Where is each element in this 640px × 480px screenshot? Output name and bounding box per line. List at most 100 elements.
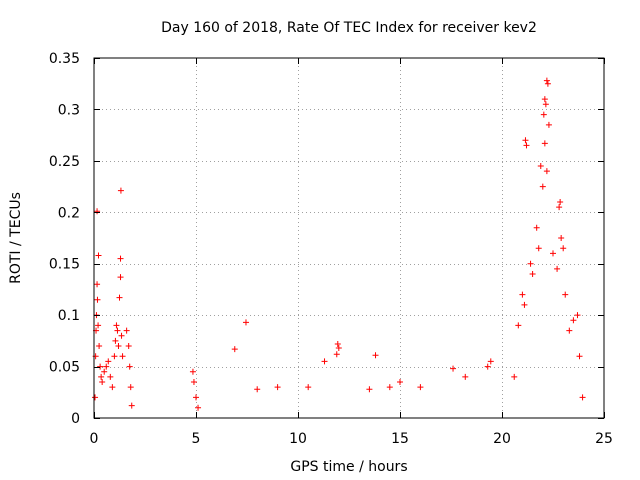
data-point bbox=[535, 245, 542, 252]
y-tick-label: 0.1 bbox=[58, 308, 80, 324]
data-point bbox=[543, 168, 550, 175]
data-point bbox=[103, 363, 110, 370]
data-point bbox=[95, 252, 102, 259]
data-point bbox=[562, 291, 569, 298]
data-point bbox=[557, 199, 564, 205]
data-point bbox=[533, 224, 540, 231]
data-point bbox=[117, 255, 124, 262]
data-point bbox=[542, 101, 549, 108]
data-point bbox=[190, 379, 197, 385]
data-point bbox=[537, 163, 544, 169]
data-point bbox=[540, 111, 547, 118]
data-point bbox=[550, 250, 556, 257]
data-point bbox=[119, 353, 126, 360]
y-tick-label: 0.35 bbox=[49, 51, 80, 67]
x-axis-label: GPS time / hours bbox=[290, 459, 407, 475]
data-point bbox=[334, 340, 341, 347]
data-point bbox=[527, 260, 534, 267]
data-point bbox=[118, 332, 125, 339]
data-point bbox=[579, 394, 586, 401]
data-point bbox=[539, 183, 546, 190]
y-tick-label: 0.3 bbox=[58, 102, 80, 118]
x-tick-label: 20 bbox=[493, 431, 511, 447]
data-point bbox=[511, 373, 518, 380]
data-point bbox=[487, 358, 494, 365]
data-point bbox=[570, 317, 577, 324]
y-tick-label: 0.25 bbox=[49, 154, 80, 170]
chart-title: Day 160 of 2018, Rate Of TEC Index for r… bbox=[161, 20, 537, 36]
data-point bbox=[98, 373, 105, 380]
data-point bbox=[417, 384, 424, 391]
data-point bbox=[107, 373, 114, 380]
data-point bbox=[242, 319, 249, 326]
x-tick-label: 5 bbox=[192, 431, 201, 447]
data-point bbox=[545, 121, 552, 128]
data-point bbox=[113, 322, 120, 329]
x-tick-labels: 0 5 10 15 20 25 bbox=[90, 431, 613, 447]
data-point bbox=[544, 80, 551, 87]
data-point bbox=[522, 137, 529, 144]
data-point bbox=[576, 353, 583, 360]
data-point bbox=[450, 365, 457, 372]
data-point bbox=[109, 384, 116, 391]
data-point bbox=[114, 327, 121, 334]
axis-ticks bbox=[94, 58, 605, 419]
data-point bbox=[126, 363, 133, 370]
data-point bbox=[519, 291, 526, 298]
data-point bbox=[333, 351, 340, 358]
data-point bbox=[254, 386, 261, 393]
x-tick-label: 10 bbox=[289, 431, 307, 447]
data-point bbox=[541, 140, 548, 147]
data-point bbox=[195, 404, 202, 411]
data-point bbox=[231, 346, 238, 353]
data-point bbox=[94, 296, 101, 303]
data-point bbox=[116, 294, 123, 301]
data-point bbox=[101, 368, 108, 375]
data-point bbox=[125, 343, 132, 349]
data-point bbox=[366, 386, 373, 393]
data-point bbox=[566, 327, 573, 334]
x-tick-label: 25 bbox=[595, 431, 613, 447]
data-point bbox=[541, 96, 548, 103]
data-point bbox=[193, 394, 199, 401]
data-point bbox=[305, 384, 312, 391]
data-point bbox=[94, 208, 101, 215]
y-tick-label: 0.05 bbox=[49, 360, 80, 376]
data-point bbox=[529, 271, 536, 277]
data-point bbox=[543, 77, 550, 84]
plot-frame bbox=[93, 57, 605, 419]
data-point bbox=[321, 358, 328, 365]
data-point bbox=[484, 363, 491, 370]
data-point bbox=[523, 142, 530, 149]
data-point bbox=[372, 352, 379, 359]
data-point bbox=[95, 322, 102, 329]
data-point bbox=[115, 343, 122, 349]
data-point bbox=[123, 327, 130, 334]
data-point bbox=[558, 235, 565, 241]
data-point bbox=[111, 353, 118, 360]
grid-layer bbox=[94, 58, 604, 418]
data-point bbox=[105, 358, 112, 365]
data-point bbox=[560, 245, 567, 252]
data-point bbox=[386, 384, 393, 391]
data-point bbox=[554, 265, 561, 272]
data-point bbox=[521, 301, 528, 308]
data-points bbox=[92, 77, 586, 411]
data-point bbox=[462, 373, 469, 380]
data-point bbox=[274, 384, 281, 391]
y-tick-label: 0 bbox=[71, 411, 80, 427]
data-point bbox=[94, 281, 101, 288]
y-tick-labels: 0 0.05 0.1 0.15 0.2 0.25 0.3 0.35 bbox=[49, 51, 80, 427]
data-point bbox=[112, 337, 119, 344]
data-point bbox=[96, 343, 103, 349]
y-tick-label: 0.2 bbox=[58, 205, 80, 221]
data-point bbox=[515, 322, 522, 329]
y-axis-label: ROTI / TECUs bbox=[8, 192, 24, 284]
data-point bbox=[99, 379, 106, 385]
data-point bbox=[556, 204, 563, 211]
data-point bbox=[97, 363, 104, 370]
data-point bbox=[574, 312, 581, 319]
data-point bbox=[92, 394, 99, 401]
data-point bbox=[117, 274, 124, 281]
